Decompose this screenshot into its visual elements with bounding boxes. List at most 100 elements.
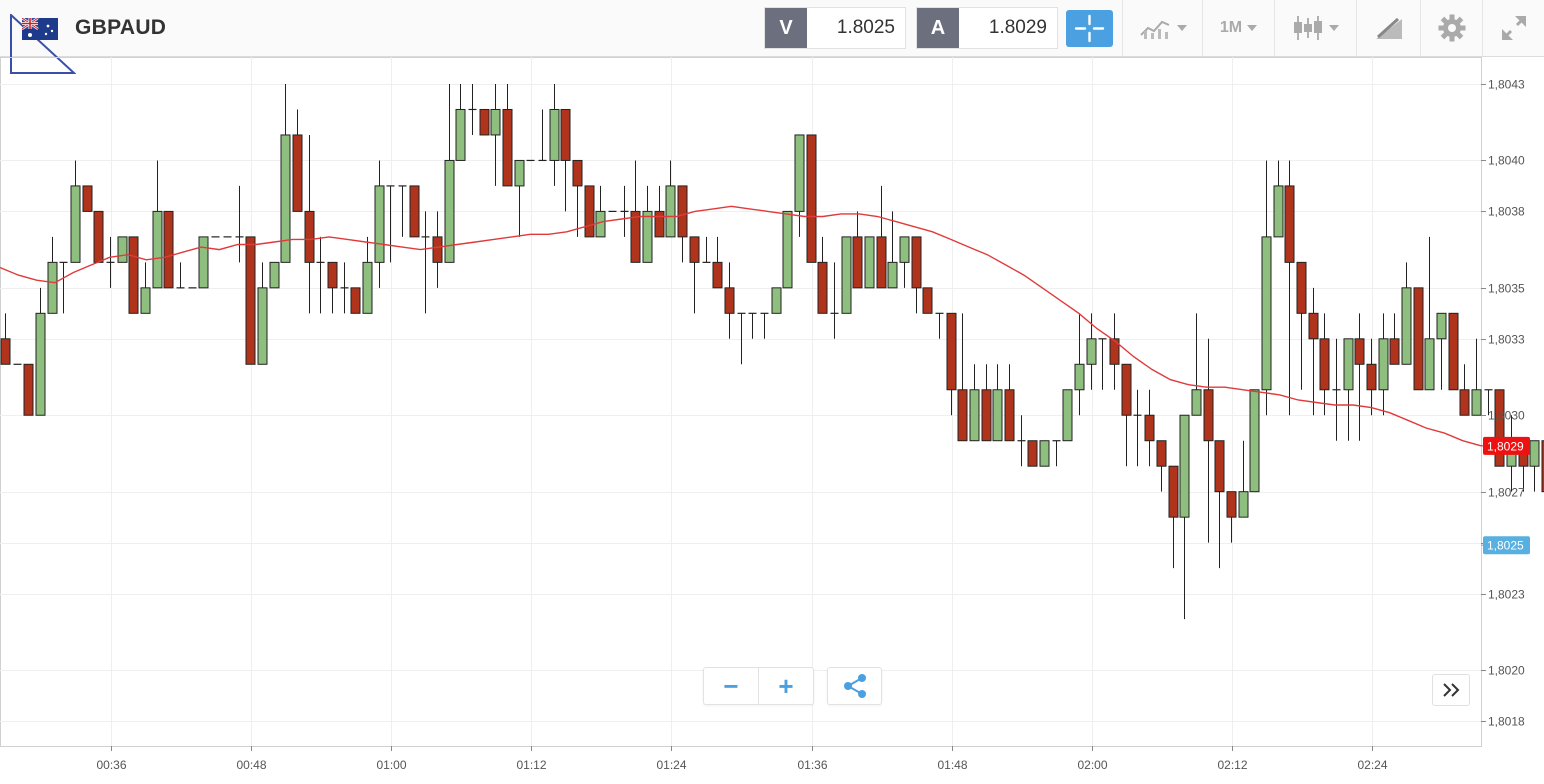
candle[interactable] [1238,440,1249,518]
candle[interactable] [887,211,898,289]
candle[interactable] [386,185,395,263]
candle[interactable] [1436,312,1447,390]
candle[interactable] [421,211,430,314]
candle[interactable] [1471,338,1482,416]
candle[interactable] [1017,415,1026,467]
candle[interactable] [269,261,280,289]
candle[interactable] [128,236,139,314]
candle[interactable] [82,185,93,212]
candle[interactable] [572,159,583,237]
candle[interactable] [1366,338,1377,416]
candle[interactable] [1133,389,1142,467]
candle[interactable] [794,134,805,237]
zoom-out-button[interactable]: − [723,670,739,701]
candle[interactable] [1308,287,1319,416]
candle[interactable] [1296,261,1307,390]
candle[interactable] [198,236,209,289]
candle[interactable] [677,185,688,263]
candle[interactable] [70,160,81,263]
candle[interactable] [304,134,315,314]
candle[interactable] [1121,363,1132,467]
corner-triangle-icon[interactable] [10,14,76,74]
candle[interactable] [409,185,420,238]
candle[interactable] [1541,440,1544,493]
candle[interactable] [620,185,629,237]
candle[interactable] [1098,338,1107,390]
candle[interactable] [1448,312,1459,391]
candle[interactable] [362,236,373,314]
candle[interactable] [514,159,525,237]
candle[interactable] [245,236,256,365]
candle[interactable] [935,312,944,339]
candle[interactable] [1191,313,1202,416]
candle[interactable] [1144,389,1155,467]
candle[interactable] [630,160,641,263]
indicators-button[interactable] [1122,0,1202,56]
chart-type-button[interactable] [1274,0,1356,56]
candle[interactable] [1529,440,1540,492]
zoom-in-button[interactable]: + [758,668,813,704]
candle[interactable] [760,312,769,339]
candle[interactable] [689,236,700,314]
candle[interactable] [957,313,968,442]
candle[interactable] [23,363,34,416]
settings-button[interactable] [1420,0,1482,56]
candle[interactable] [1273,160,1284,238]
candle[interactable] [444,84,455,263]
share-button[interactable] [827,667,882,705]
candle[interactable] [1086,313,1097,390]
candle[interactable] [665,160,676,238]
candle[interactable] [1062,389,1073,442]
candle[interactable] [280,84,291,263]
candle[interactable] [292,109,303,212]
candle[interactable] [560,108,571,212]
crosshair-button[interactable] [1066,10,1113,47]
candle[interactable] [1459,364,1470,416]
candle[interactable] [864,236,875,289]
candle[interactable] [899,236,910,288]
candle[interactable] [140,262,151,314]
candle[interactable] [1413,287,1424,391]
candle[interactable] [1261,160,1272,416]
candle[interactable] [841,236,852,314]
candle[interactable] [981,364,992,442]
candle[interactable] [724,262,735,339]
candle[interactable] [852,211,863,289]
timeframe-select[interactable]: 1M [1202,0,1274,56]
candle[interactable] [257,262,268,365]
candle[interactable] [1226,491,1237,543]
candle[interactable] [806,134,817,263]
candle[interactable] [1284,160,1295,416]
candle[interactable] [969,364,980,442]
candle[interactable] [1074,313,1085,416]
candle[interactable] [1484,389,1493,416]
candle[interactable] [176,262,185,289]
candle[interactable] [316,236,325,314]
candle[interactable] [340,262,349,314]
candle[interactable] [782,210,793,289]
candle[interactable] [737,312,746,365]
candle[interactable] [327,261,338,314]
candle[interactable] [922,287,933,314]
candle[interactable] [538,109,547,162]
candle[interactable] [152,160,163,289]
candle[interactable] [106,236,115,288]
candle[interactable] [468,84,477,135]
candle[interactable] [1343,338,1354,441]
candle[interactable] [398,185,407,237]
candle[interactable] [654,185,665,238]
candle[interactable] [455,84,466,161]
candle[interactable] [432,211,443,288]
candle[interactable] [59,261,68,314]
candle[interactable] [1052,440,1061,467]
candle[interactable] [817,236,828,314]
candle[interactable] [876,185,887,289]
price-chart[interactable]: 00:36 00:48 01:00 01:12 01:24 01:36 01:48 02:00… [0,57,1544,784]
candle[interactable] [1203,338,1214,543]
candle[interactable] [712,236,723,289]
candle[interactable] [1179,414,1190,620]
candle[interactable] [1319,313,1330,416]
candle[interactable] [490,84,501,186]
candle[interactable] [549,84,560,186]
candle[interactable] [1389,313,1400,365]
